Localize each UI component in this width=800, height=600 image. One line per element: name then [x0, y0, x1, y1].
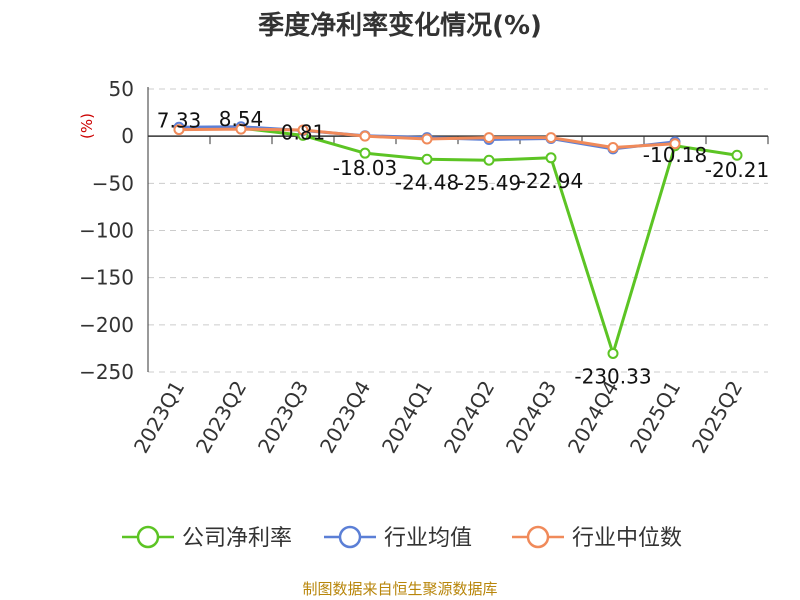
- series-2-point-6: [545, 132, 557, 144]
- x-tick-label-0: 2023Q1: [129, 377, 189, 458]
- legend-marker-1: [338, 525, 362, 549]
- series-0-point-3: [359, 147, 371, 159]
- x-tick-label-5: 2024Q2: [439, 377, 499, 458]
- y-tick-label-3: −100: [79, 219, 134, 243]
- y-tick-label-5: −200: [79, 313, 134, 337]
- grid-lines: [148, 88, 768, 373]
- legend: 公司净利率 行业均值 行业中位数: [122, 525, 682, 551]
- series-line-0: [178, 126, 738, 355]
- data-label-8: -10.18: [643, 143, 707, 167]
- y-tick-label-6: −250: [79, 360, 134, 384]
- x-tick-label-2: 2023Q3: [253, 377, 313, 458]
- y-tick-label-1: 0: [121, 124, 134, 148]
- y-tick-label-4: −150: [79, 266, 134, 290]
- data-label-7: -230.33: [574, 364, 651, 388]
- legend-label-0: 公司净利率: [182, 526, 292, 551]
- data-label-9: -20.21: [705, 158, 769, 182]
- x-tick-label-6: 2024Q3: [501, 377, 561, 458]
- series-2-point-3: [359, 130, 371, 142]
- series-2-point-8: [669, 138, 681, 150]
- legend-label-2: 行业中位数: [572, 526, 682, 551]
- data-label-2: 0.81: [281, 120, 326, 144]
- x-tick-label-1: 2023Q2: [191, 377, 251, 458]
- series-2-point-5: [483, 132, 495, 144]
- series-2-point-2: [297, 124, 309, 136]
- x-tick-label-8: 2025Q1: [625, 377, 685, 458]
- y-axis-unit: (%): [78, 113, 96, 139]
- series-0-point-5: [483, 154, 495, 166]
- series-0-point-7: [607, 347, 619, 359]
- series-layer: [173, 121, 743, 359]
- data-label-5: -25.49: [457, 171, 521, 195]
- series-2-point-1: [235, 123, 247, 135]
- series-0-point-6: [545, 152, 557, 164]
- chart-title: 季度净利率变化情况(%): [258, 10, 542, 41]
- data-labels: 7.33 8.54 0.81 -18.03-24.48-25.49-22.94 -230…: [157, 107, 770, 388]
- y-tick-label-0: 50: [109, 77, 134, 101]
- series-2-point-0: [173, 124, 185, 136]
- series-2-point-7: [607, 141, 619, 153]
- data-label-0: 7.33: [157, 108, 202, 132]
- x-tick-label-4: 2024Q1: [377, 377, 437, 458]
- x-tick-label-9: 2025Q2: [687, 377, 747, 458]
- data-source-note: 制图数据来自恒生聚源数据库: [302, 580, 497, 598]
- series-0-point-9: [731, 149, 743, 161]
- data-label-4: -24.48: [395, 170, 459, 194]
- series-0-point-4: [421, 153, 433, 165]
- legend-marker-0: [136, 525, 160, 549]
- x-tick-label-3: 2023Q4: [315, 377, 375, 458]
- data-label-3: -18.03: [333, 156, 397, 180]
- data-label-6: -22.94: [519, 169, 583, 193]
- legend-label-1: 行业均值: [384, 526, 472, 551]
- data-label-1: 8.54: [219, 107, 264, 131]
- series-2-point-4: [421, 133, 433, 145]
- x-tick-label-7: 2024Q4: [563, 377, 623, 458]
- y-tick-label-2: −50: [92, 171, 134, 195]
- legend-marker-2: [526, 525, 550, 549]
